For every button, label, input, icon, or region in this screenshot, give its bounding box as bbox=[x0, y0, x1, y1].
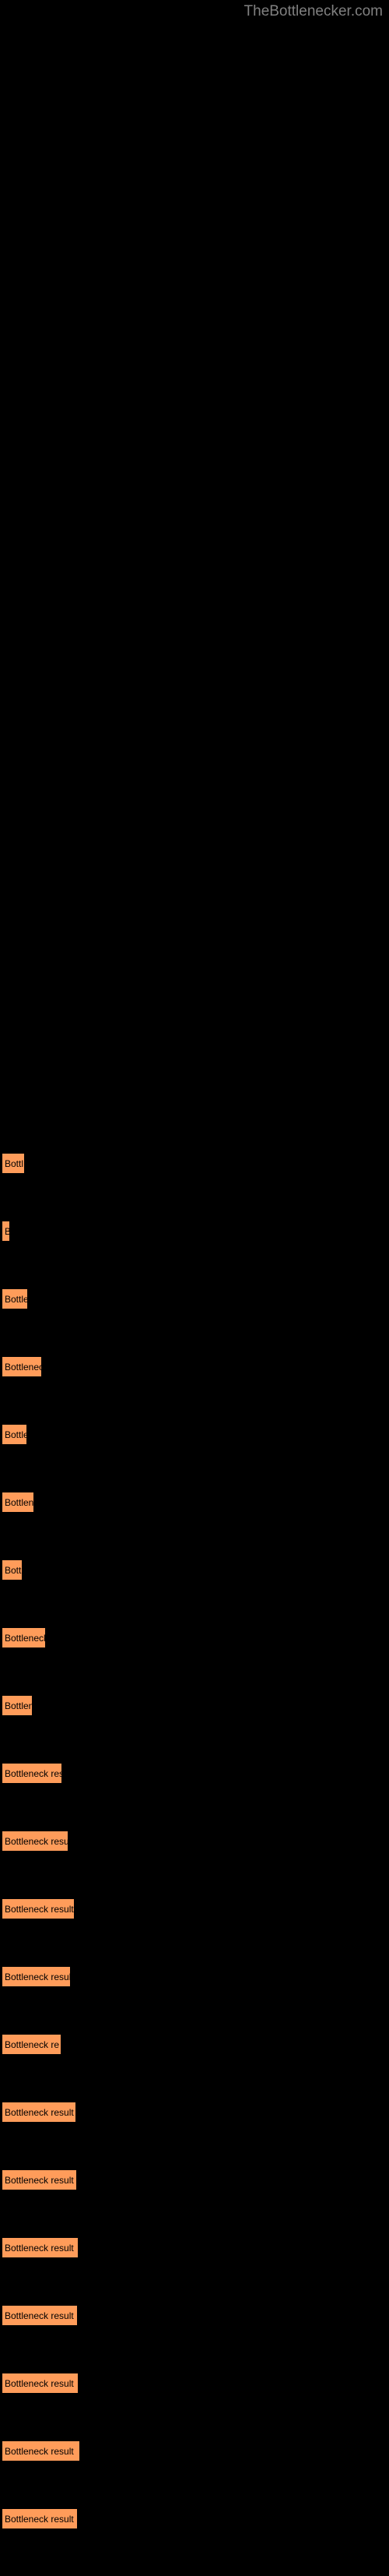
bar-row: Bottl bbox=[2, 1153, 373, 1174]
bar: Bottleneck bbox=[2, 1627, 46, 1648]
bar: Bottle bbox=[2, 1288, 28, 1309]
bar-row: Bottleneck resu bbox=[2, 1831, 373, 1852]
bar: Bottleneck res bbox=[2, 1763, 62, 1784]
bar-row: Bottleneck result bbox=[2, 1898, 373, 1919]
bar-chart: Bottl B Bottle Bottlenec Bottle Bottlene… bbox=[0, 1153, 389, 2529]
bar: Bottleneck result bbox=[2, 2237, 79, 2258]
bar: Bott bbox=[2, 1559, 23, 1580]
bar-row: Bottle bbox=[2, 1288, 373, 1309]
bar-row: Bottlenec bbox=[2, 1356, 373, 1377]
watermark-text: TheBottlenecker.com bbox=[244, 3, 383, 20]
bar: Bottleneck result bbox=[2, 1898, 75, 1919]
bar-row: Bottleneck result bbox=[2, 2169, 373, 2190]
bar: Bottleneck result bbox=[2, 2305, 78, 2326]
bar-row: Bottlen bbox=[2, 1695, 373, 1716]
bar: Bottleneck result bbox=[2, 2508, 78, 2529]
top-spacer bbox=[0, 0, 389, 1153]
bar: Bottleneck result bbox=[2, 2169, 77, 2190]
bar: Bottlen bbox=[2, 1695, 33, 1716]
bar-row: Bottleneck result bbox=[2, 2508, 373, 2529]
bar-row: Bott bbox=[2, 1559, 373, 1580]
bar-row: Bottleneck resul bbox=[2, 1966, 373, 1987]
bar: Bottleneck resu bbox=[2, 1831, 68, 1852]
bar-row: Bottleneck res bbox=[2, 1763, 373, 1784]
bar-row: Bottleneck result bbox=[2, 2373, 373, 2394]
bar: Bottleneck result bbox=[2, 2102, 76, 2123]
bar-row: Bottleneck result bbox=[2, 2305, 373, 2326]
bar: Bottleneck resul bbox=[2, 1966, 71, 1987]
bar-row: B bbox=[2, 1221, 373, 1242]
bar-row: Bottleneck bbox=[2, 1627, 373, 1648]
bar: Bottlenec bbox=[2, 1356, 42, 1377]
bar: B bbox=[2, 1221, 10, 1242]
bar-row: Bottleneck re bbox=[2, 2034, 373, 2055]
bar-row: Bottlene bbox=[2, 1492, 373, 1513]
bar: Bottlene bbox=[2, 1492, 34, 1513]
bar-row: Bottleneck result bbox=[2, 2237, 373, 2258]
bar-row: Bottleneck result bbox=[2, 2102, 373, 2123]
bar-row: Bottle bbox=[2, 1424, 373, 1445]
bar-row: Bottleneck result bbox=[2, 2440, 373, 2461]
bar: Bottl bbox=[2, 1153, 25, 1174]
bar: Bottleneck result bbox=[2, 2440, 80, 2461]
bar: Bottleneck result bbox=[2, 2373, 79, 2394]
bar: Bottle bbox=[2, 1424, 27, 1445]
bar: Bottleneck re bbox=[2, 2034, 61, 2055]
